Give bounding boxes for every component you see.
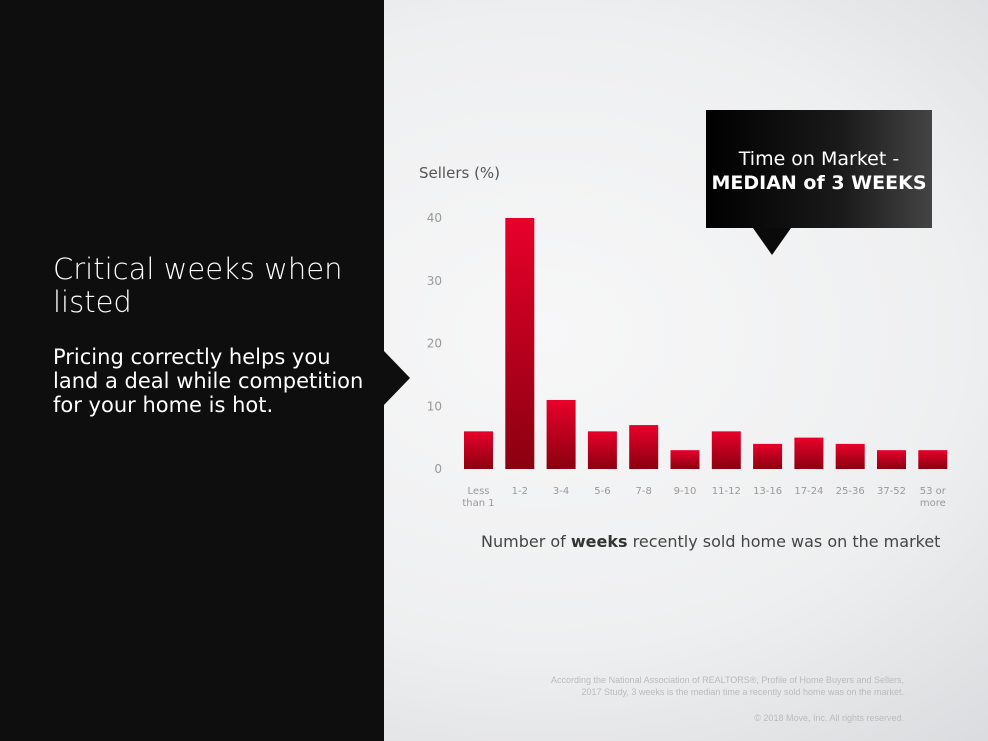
bar [670,450,700,469]
slide-heading: Critical weeks when listed [53,252,343,319]
y-tick-label: 20 [427,337,442,351]
x-tick-label: 13-16 [753,486,782,497]
bar [753,443,783,469]
x-tick-label: than 1 [462,498,494,509]
bar [464,431,493,469]
bar [505,218,535,469]
bar [877,450,906,469]
y-tick-label: 0 [434,462,442,476]
x-tick-label: 17-24 [794,486,823,497]
bar [587,431,617,469]
left-panel [0,0,384,741]
x-tick-label: 5-6 [594,486,610,497]
x-tick-label: Less [468,486,490,497]
y-axis-label: Sellers (%) [419,164,501,182]
slide-subtext: Pricing correctly helps you land a deal … [53,345,364,417]
panel-arrow [383,350,410,406]
bar [794,437,824,469]
callout-line1: Time on Market - [738,148,900,170]
x-tick-label: 53 or [920,486,947,497]
y-tick-label: 30 [427,274,442,288]
x-tick-label: 11-12 [712,486,741,497]
callout-pointer [753,228,791,255]
y-tick-label: 10 [427,399,442,413]
x-tick-label: 9-10 [674,486,697,497]
x-tick-label: 1-2 [512,486,528,497]
copyright: © 2018 Move, Inc. All rights reserved. [754,713,904,723]
source-line2: 2017 Study, 3 weeks is the median time a… [581,687,905,697]
bar [629,425,659,469]
x-tick-label: 3-4 [553,486,569,497]
bar [546,399,576,469]
x-axis-label: Number of weeks recently sold home was o… [481,532,940,551]
x-axis-label-post: recently sold home was on the market [627,532,941,551]
x-tick-label: more [920,498,946,509]
x-axis-label-bold: weeks [570,532,628,551]
x-tick-label: 7-8 [636,486,652,497]
bar [918,450,948,469]
source-line1: According the National Association of RE… [551,675,904,685]
callout-line2: MEDIAN of 3 WEEKS [711,172,927,194]
callout-box: Time on Market - MEDIAN of 3 WEEKS [706,110,932,228]
y-tick-label: 40 [427,211,442,225]
x-axis-label-pre: Number of [481,532,571,551]
x-tick-label: 25-36 [836,486,865,497]
bar [711,431,741,469]
source-note: According the National Association of RE… [551,674,904,698]
x-tick-label: 37-52 [877,486,906,497]
bar [835,443,865,469]
